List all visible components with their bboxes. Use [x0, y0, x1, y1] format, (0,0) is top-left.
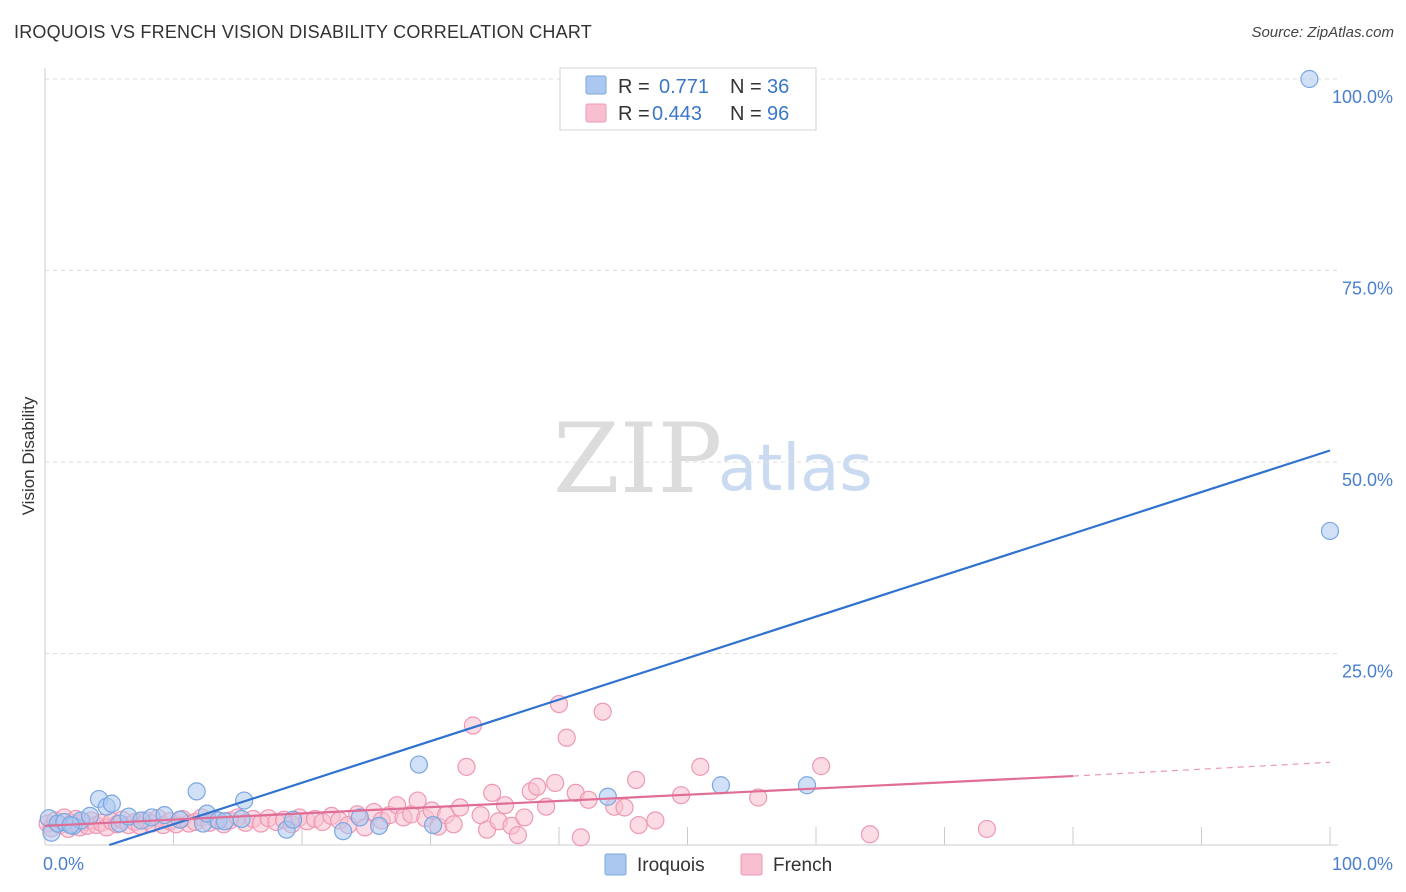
legend-r-value-iroquois: 0.771 [659, 76, 709, 98]
french-point-65 [457, 757, 476, 776]
iroquois-point-33 [1300, 69, 1319, 89]
trend-lines [44, 449, 1331, 847]
iroquois-point-31 [711, 776, 731, 795]
iroquois-point-9 [102, 794, 121, 813]
legend-r-label-french: R = [618, 103, 650, 125]
french-point-69 [483, 783, 502, 803]
french-point-88 [626, 770, 646, 789]
french-point-73 [508, 825, 527, 845]
legend-swatch-iroquois [585, 75, 607, 95]
french-trend-extension [1072, 761, 1331, 777]
correlation-legend: R = 0.771 N = 36 R = 0.443 N = 96 [559, 67, 817, 131]
french-point-64 [450, 798, 470, 817]
french-point-86 [615, 798, 634, 817]
x-tick-label-max: 100.0% [1332, 854, 1393, 874]
legend-n-label-iroquois: N = [730, 76, 762, 98]
french-point-92 [812, 757, 831, 776]
iroquois-point-27 [370, 816, 389, 835]
french-point-58 [408, 791, 427, 810]
french-point-78 [546, 773, 565, 793]
bottom-legend-label-iroquois: Iroquois [637, 855, 705, 876]
legend-swatch-french [585, 103, 607, 123]
chart-title: IROQUOIS VS FRENCH VISION DISABILITY COR… [14, 22, 592, 42]
bottom-legend-label-french: French [773, 855, 832, 876]
watermark-zip: ZIP [553, 403, 722, 515]
source-label: Source: ZipAtlas.com [1251, 24, 1394, 41]
french-point-63 [444, 815, 463, 834]
bottom-legend-swatch-french [740, 853, 763, 876]
iroquois-points [39, 69, 1340, 842]
watermark-atlas: atlas [718, 432, 873, 506]
french-point-80 [557, 728, 576, 747]
iroquois-point-20 [215, 812, 234, 831]
french-point-76 [528, 777, 547, 796]
french-point-84 [593, 702, 612, 721]
y-tick-label-2: 75.0% [1342, 279, 1393, 299]
legend-r-label-iroquois: R = [618, 76, 650, 98]
series-legend: Iroquois French [604, 853, 832, 876]
iroquois-point-16 [187, 782, 206, 801]
french-point-94 [977, 819, 997, 839]
french-point-79 [549, 694, 569, 714]
french-point-91 [749, 788, 768, 807]
french-point-71 [495, 796, 515, 815]
iroquois-point-6 [80, 806, 100, 825]
french-point-87 [629, 815, 648, 835]
y-tick-label-3: 100.0% [1332, 87, 1393, 107]
iroquois-point-30 [598, 787, 617, 806]
french-point-82 [571, 828, 590, 847]
french-point-95 [646, 811, 665, 830]
iroquois-point-29 [423, 815, 443, 835]
y-axis-label: Vision Disability [19, 396, 38, 515]
y-tick-label-0: 25.0% [1342, 662, 1393, 682]
x-tick-label-min: 0.0% [43, 854, 84, 874]
iroquois-point-25 [334, 822, 353, 841]
iroquois-point-21 [232, 809, 251, 829]
french-point-90 [691, 757, 710, 776]
legend-n-label-french: N = [730, 103, 762, 125]
y-tick-labels: 25.0% 50.0% 75.0% 100.0% [1332, 87, 1393, 682]
iroquois-point-28 [409, 755, 429, 774]
iroquois-point-24 [283, 810, 303, 829]
legend-n-value-iroquois: 36 [767, 76, 789, 98]
bottom-legend-swatch-iroquois [604, 853, 627, 876]
french-trend-line [44, 774, 1074, 827]
grid [44, 68, 1338, 846]
iroquois-trend-line [108, 449, 1331, 847]
french-point-74 [515, 808, 534, 827]
iroquois-point-34 [1320, 521, 1340, 541]
french-point-93 [860, 825, 880, 844]
iroquois-point-26 [350, 808, 369, 827]
legend-r-value-french: 0.443 [652, 103, 702, 125]
iroquois-point-32 [797, 776, 817, 795]
y-tick-label-1: 50.0% [1342, 470, 1393, 490]
legend-n-value-french: 96 [767, 103, 789, 125]
